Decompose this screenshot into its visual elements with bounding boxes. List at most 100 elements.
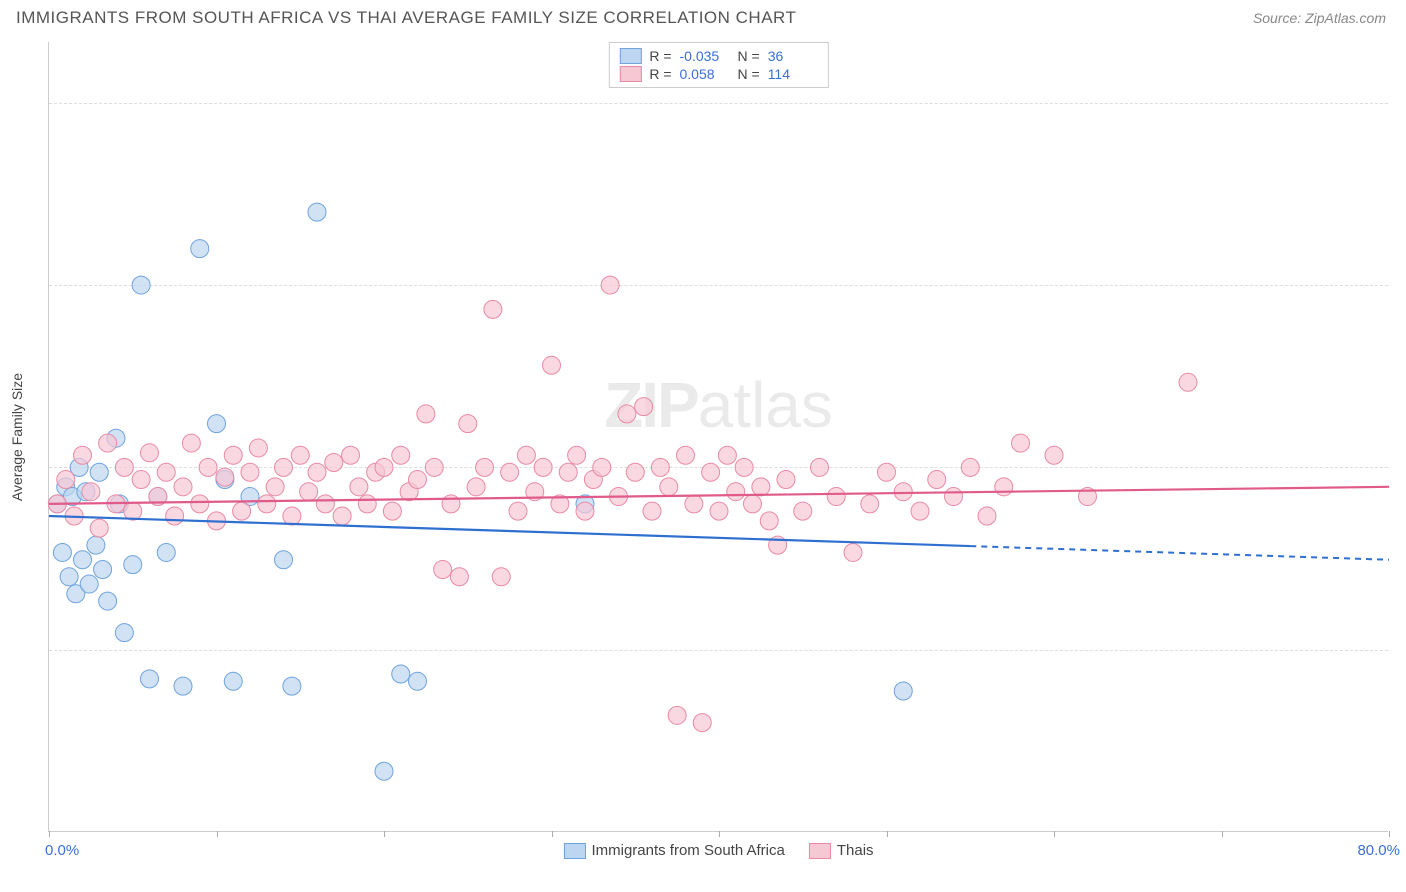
scatter-point-thais xyxy=(501,463,519,481)
scatter-point-south_africa xyxy=(87,536,105,554)
scatter-point-thais xyxy=(534,458,552,476)
scatter-point-thais xyxy=(1012,434,1030,452)
scatter-point-south_africa xyxy=(191,240,209,258)
source-label: Source: ZipAtlas.com xyxy=(1253,10,1386,26)
scatter-point-thais xyxy=(643,502,661,520)
scatter-point-thais xyxy=(358,495,376,513)
scatter-point-thais xyxy=(668,706,686,724)
scatter-point-thais xyxy=(157,463,175,481)
scatter-point-south_africa xyxy=(375,762,393,780)
legend-swatch-south-africa xyxy=(619,48,641,64)
trend-line-ext-south_africa xyxy=(970,546,1389,560)
legend-swatch-thais xyxy=(619,66,641,82)
scatter-point-thais xyxy=(911,502,929,520)
scatter-point-south_africa xyxy=(99,592,117,610)
y-tick-label: 2.75 xyxy=(1396,641,1406,658)
scatter-point-thais xyxy=(191,495,209,513)
x-tick xyxy=(217,831,218,837)
scatter-point-thais xyxy=(258,495,276,513)
scatter-point-south_africa xyxy=(392,665,410,683)
scatter-point-thais xyxy=(844,543,862,561)
scatter-point-thais xyxy=(392,446,410,464)
chart-plot-area: Average Family Size 2.753.504.255.00 0.0… xyxy=(48,42,1388,832)
legend-r-value-sa: -0.035 xyxy=(680,48,730,64)
scatter-point-thais xyxy=(249,439,267,457)
scatter-point-thais xyxy=(576,502,594,520)
scatter-point-thais xyxy=(861,495,879,513)
scatter-point-thais xyxy=(90,519,108,537)
scatter-point-thais xyxy=(275,458,293,476)
scatter-point-south_africa xyxy=(80,575,98,593)
scatter-point-thais xyxy=(174,478,192,496)
x-tick xyxy=(1054,831,1055,837)
scatter-point-thais xyxy=(618,405,636,423)
x-axis-min-label: 0.0% xyxy=(45,842,79,859)
scatter-point-thais xyxy=(99,434,117,452)
scatter-point-thais xyxy=(476,458,494,476)
scatter-point-thais xyxy=(601,276,619,294)
scatter-point-thais xyxy=(651,458,669,476)
scatter-point-thais xyxy=(894,483,912,501)
scatter-point-thais xyxy=(735,458,753,476)
scatter-point-thais xyxy=(1179,373,1197,391)
bottom-legend: Immigrants from South Africa Thais xyxy=(563,842,873,859)
legend-r-label: R = xyxy=(649,66,671,82)
legend-n-label: N = xyxy=(738,48,760,64)
bottom-legend-swatch-sa xyxy=(563,843,585,859)
scatter-point-thais xyxy=(442,495,460,513)
scatter-point-south_africa xyxy=(141,670,159,688)
scatter-point-thais xyxy=(308,463,326,481)
scatter-point-south_africa xyxy=(115,624,133,642)
scatter-point-thais xyxy=(635,398,653,416)
chart-title: IMMIGRANTS FROM SOUTH AFRICA VS THAI AVE… xyxy=(16,8,796,28)
scatter-point-thais xyxy=(350,478,368,496)
scatter-point-thais xyxy=(492,568,510,586)
bottom-legend-swatch-th xyxy=(809,843,831,859)
scatter-point-thais xyxy=(878,463,896,481)
scatter-point-thais xyxy=(450,568,468,586)
scatter-point-thais xyxy=(57,471,75,489)
scatter-point-thais xyxy=(710,502,728,520)
x-tick xyxy=(49,831,50,837)
scatter-point-south_africa xyxy=(124,556,142,574)
legend-row-south-africa: R = -0.035 N = 36 xyxy=(619,47,817,65)
scatter-point-thais xyxy=(291,446,309,464)
scatter-point-thais xyxy=(224,446,242,464)
scatter-point-thais xyxy=(978,507,996,525)
scatter-point-thais xyxy=(660,478,678,496)
scatter-point-thais xyxy=(383,502,401,520)
scatter-point-south_africa xyxy=(224,672,242,690)
scatter-point-thais xyxy=(677,446,695,464)
x-tick xyxy=(887,831,888,837)
scatter-point-thais xyxy=(568,446,586,464)
scatter-point-thais xyxy=(593,458,611,476)
scatter-point-thais xyxy=(718,446,736,464)
scatter-point-thais xyxy=(417,405,435,423)
scatter-point-thais xyxy=(928,471,946,489)
trend-line-south_africa xyxy=(49,516,970,546)
scatter-point-thais xyxy=(995,478,1013,496)
bottom-legend-item-sa: Immigrants from South Africa xyxy=(563,842,784,859)
scatter-point-thais xyxy=(233,502,251,520)
scatter-point-south_africa xyxy=(74,551,92,569)
scatter-point-thais xyxy=(283,507,301,525)
scatter-point-thais xyxy=(811,458,829,476)
scatter-point-thais xyxy=(827,488,845,506)
scatter-point-south_africa xyxy=(894,682,912,700)
scatter-point-south_africa xyxy=(132,276,150,294)
scatter-point-south_africa xyxy=(157,543,175,561)
scatter-point-thais xyxy=(693,714,711,732)
scatter-point-thais xyxy=(1045,446,1063,464)
y-tick-label: 5.00 xyxy=(1396,94,1406,111)
scatter-point-south_africa xyxy=(53,543,71,561)
scatter-point-thais xyxy=(82,483,100,501)
scatter-point-south_africa xyxy=(94,560,112,578)
y-tick-label: 4.25 xyxy=(1396,277,1406,294)
legend-row-thais: R = 0.058 N = 114 xyxy=(619,65,817,83)
scatter-point-thais xyxy=(166,507,184,525)
scatter-point-thais xyxy=(702,463,720,481)
scatter-point-thais xyxy=(434,560,452,578)
scatter-point-thais xyxy=(132,471,150,489)
scatter-point-thais xyxy=(409,471,427,489)
scatter-point-thais xyxy=(115,458,133,476)
